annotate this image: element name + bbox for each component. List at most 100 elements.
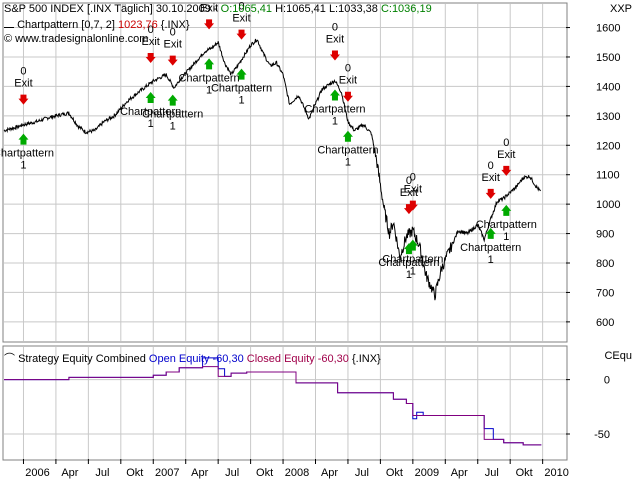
x-tick-label: Jul: [225, 467, 239, 479]
price-y-tick-label: 1400: [596, 81, 620, 93]
price-y-tick-label: 800: [596, 258, 614, 270]
exit-label: Exit: [497, 149, 515, 161]
chartpattern-label: Chartpattern: [211, 83, 272, 95]
x-tick-label: Okt: [386, 467, 403, 479]
chartpattern-label: Chartpattern: [476, 219, 537, 231]
chartpattern-label: Chartpattern: [0, 148, 54, 160]
x-tick-label: Apr: [61, 467, 78, 479]
entry-arrow-icon: [342, 130, 353, 142]
entry-arrow-icon: [485, 227, 496, 239]
price-line: [3, 38, 541, 301]
exit-label: Exit: [14, 78, 32, 90]
chartpattern-label: Chartpattern: [178, 72, 239, 84]
exit-label: Exit: [141, 36, 159, 48]
entry-arrow-icon: [167, 94, 178, 106]
x-tick-label: 2009: [415, 467, 439, 479]
signal-count: 1: [332, 116, 338, 128]
price-y-tick-label: 1500: [596, 52, 620, 64]
close-value: C:1036,19: [380, 3, 432, 15]
price-y-tick-label: 1300: [596, 111, 620, 123]
x-axis: 2006 Apr Jul Okt 2007 Apr Jul Okt 2008 Apr Jul Okt 2…: [22, 459, 569, 479]
price-y-tick-label: 1600: [596, 23, 620, 35]
signal-count-top: 0: [148, 24, 154, 36]
closed-equity-label: Closed Equity -60,30: [246, 353, 349, 365]
exit-arrow-icon: [18, 94, 29, 105]
x-tick-label: 2006: [25, 467, 49, 479]
signal-count-top: 0: [410, 172, 416, 184]
exit-arrow-icon: [501, 165, 512, 176]
price-title-line: S&P 500 INDEX [.INX Täglich] 30.10.2009 …: [4, 3, 432, 15]
exit-arrow-icon: [204, 19, 215, 30]
open-value: O:1065,41: [220, 3, 273, 15]
exit-arrow-icon: [485, 188, 496, 199]
price-y-axis: 600 700 800 900 1000 1100 1200 1300 1400 1500 1600: [566, 23, 620, 329]
indicator-icon: [4, 18, 14, 28]
indicator-name: Chartpattern [0,7, 2]: [17, 19, 115, 31]
exit-arrow-icon: [236, 29, 247, 40]
x-tick-label: 2010: [544, 467, 568, 479]
x-tick-label: 2008: [285, 467, 309, 479]
entry-arrow-icon: [18, 133, 29, 145]
x-tick-label: Apr: [191, 467, 208, 479]
price-y-tick-label: 1200: [596, 140, 620, 152]
x-tick-label: Apr: [321, 467, 338, 479]
indicator-symbol: {.INX}: [160, 19, 190, 31]
low-value: L:1033,38: [328, 3, 378, 15]
chartpattern-label: Chartpattern: [304, 104, 365, 116]
signal-count: 1: [406, 269, 412, 281]
exit-label: Exit: [232, 13, 250, 25]
price-panel-frame: [2, 2, 568, 343]
x-tick-label: 2007: [155, 467, 179, 479]
exit-label: Exit: [482, 172, 500, 184]
open-equity-line: [4, 357, 542, 446]
signal-count-top: 0: [406, 175, 412, 187]
closed-equity-line: [4, 366, 542, 446]
signal-count: 1: [148, 118, 154, 130]
exit-arrow-icon: [145, 53, 156, 64]
signal-count: 1: [410, 266, 416, 278]
indicator-value: 1023,76: [117, 19, 158, 31]
chartpattern-label: Chartpattern: [317, 145, 378, 157]
entry-arrow-icon: [403, 243, 414, 255]
signal-count-top: 0: [238, 1, 244, 13]
signal-count: 1: [345, 157, 351, 169]
equity-y-tick-label: -50: [594, 429, 610, 441]
signal-count-top: 0: [206, 0, 212, 2]
equity-series: [4, 357, 542, 446]
x-tick-label: Jul: [355, 467, 369, 479]
exit-label: Exit: [339, 75, 357, 87]
price-y-tick-label: 700: [596, 287, 614, 299]
exit-arrow-icon: [342, 91, 353, 102]
signal-count: 1: [206, 84, 212, 96]
symbol-line: S&P 500 INDEX [.INX Täglich] 30.10.2009 …: [4, 3, 218, 15]
equity-icon: ⌒: [4, 353, 15, 365]
high-value: H:1065,41: [275, 3, 326, 15]
signal-count-top: 0: [170, 27, 176, 39]
x-tick-label: Okt: [516, 467, 533, 479]
price-y-tick-label: 1000: [596, 199, 620, 211]
equity-symbol: {.INX}: [351, 353, 381, 365]
chartpattern-label: Chartpattern: [142, 109, 203, 121]
signal-count-top: 0: [20, 66, 26, 78]
x-tick-label: Okt: [126, 467, 143, 479]
equity-panel-frame: [2, 345, 568, 461]
exit-label: Exit: [404, 184, 422, 196]
exit-arrow-icon: [407, 200, 418, 211]
exit-arrow-icon: [167, 55, 178, 66]
website-line: © www.tradesignalonline.com: [4, 33, 148, 45]
equity-title-line: ⌒ Strategy Equity Combined Open Equity -…: [4, 350, 381, 366]
x-tick-label: Apr: [451, 467, 468, 479]
signal-count: 1: [20, 160, 26, 172]
open-equity-label: Open Equity -60,30: [148, 353, 244, 365]
exit-label: Exit: [200, 2, 218, 14]
signal-count-top: 0: [488, 160, 494, 172]
